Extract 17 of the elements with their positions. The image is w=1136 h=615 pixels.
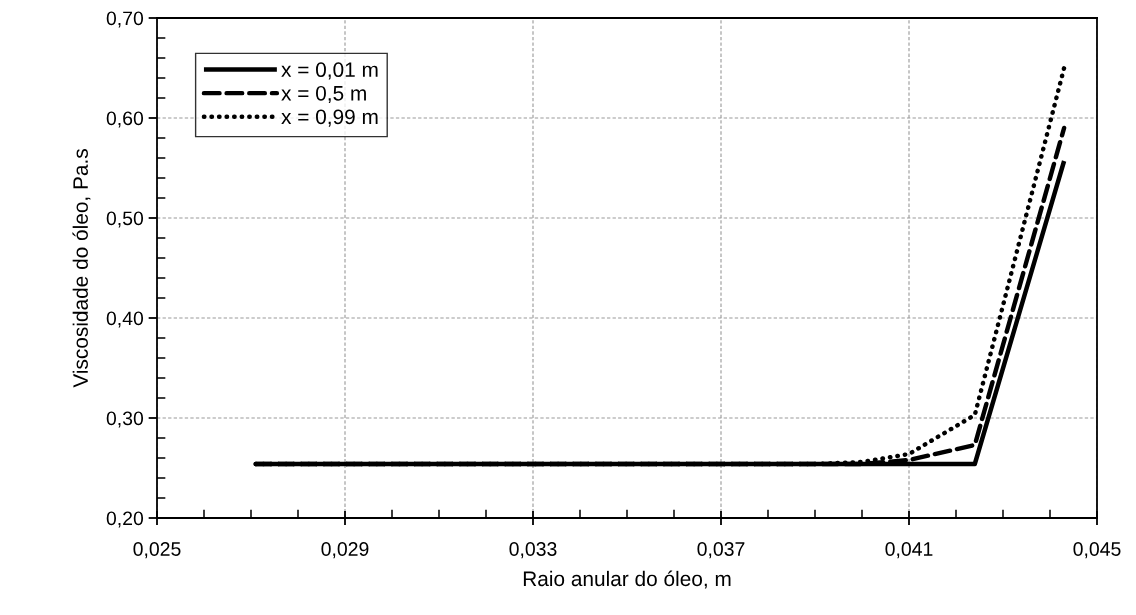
- y-tick-label: 0,20: [106, 511, 144, 528]
- x-tick-label: 0,037: [697, 542, 745, 559]
- y-axis-title: Viscosidade do óleo, Pa.s: [72, 149, 91, 388]
- y-tick-label: 0,30: [106, 411, 144, 428]
- x-tick-label: 0,029: [321, 542, 369, 559]
- legend-label: x = 0,99 m: [281, 109, 378, 127]
- x-tick-label: 0,045: [1073, 542, 1121, 559]
- x-tick-label: 0,033: [509, 542, 557, 559]
- y-tick-label: 0,40: [106, 311, 144, 328]
- y-tick-label: 0,60: [106, 111, 144, 128]
- y-tick-label: 0,70: [106, 11, 144, 28]
- x-tick-label: 0,025: [133, 542, 181, 559]
- legend-label: x = 0,5 m: [281, 85, 366, 104]
- legend-label: x = 0,01 m: [281, 62, 378, 80]
- y-tick-label: 0,50: [106, 211, 144, 228]
- x-tick-label: 0,041: [885, 542, 933, 559]
- x-axis-title: Raio anular do óleo, m: [523, 570, 731, 589]
